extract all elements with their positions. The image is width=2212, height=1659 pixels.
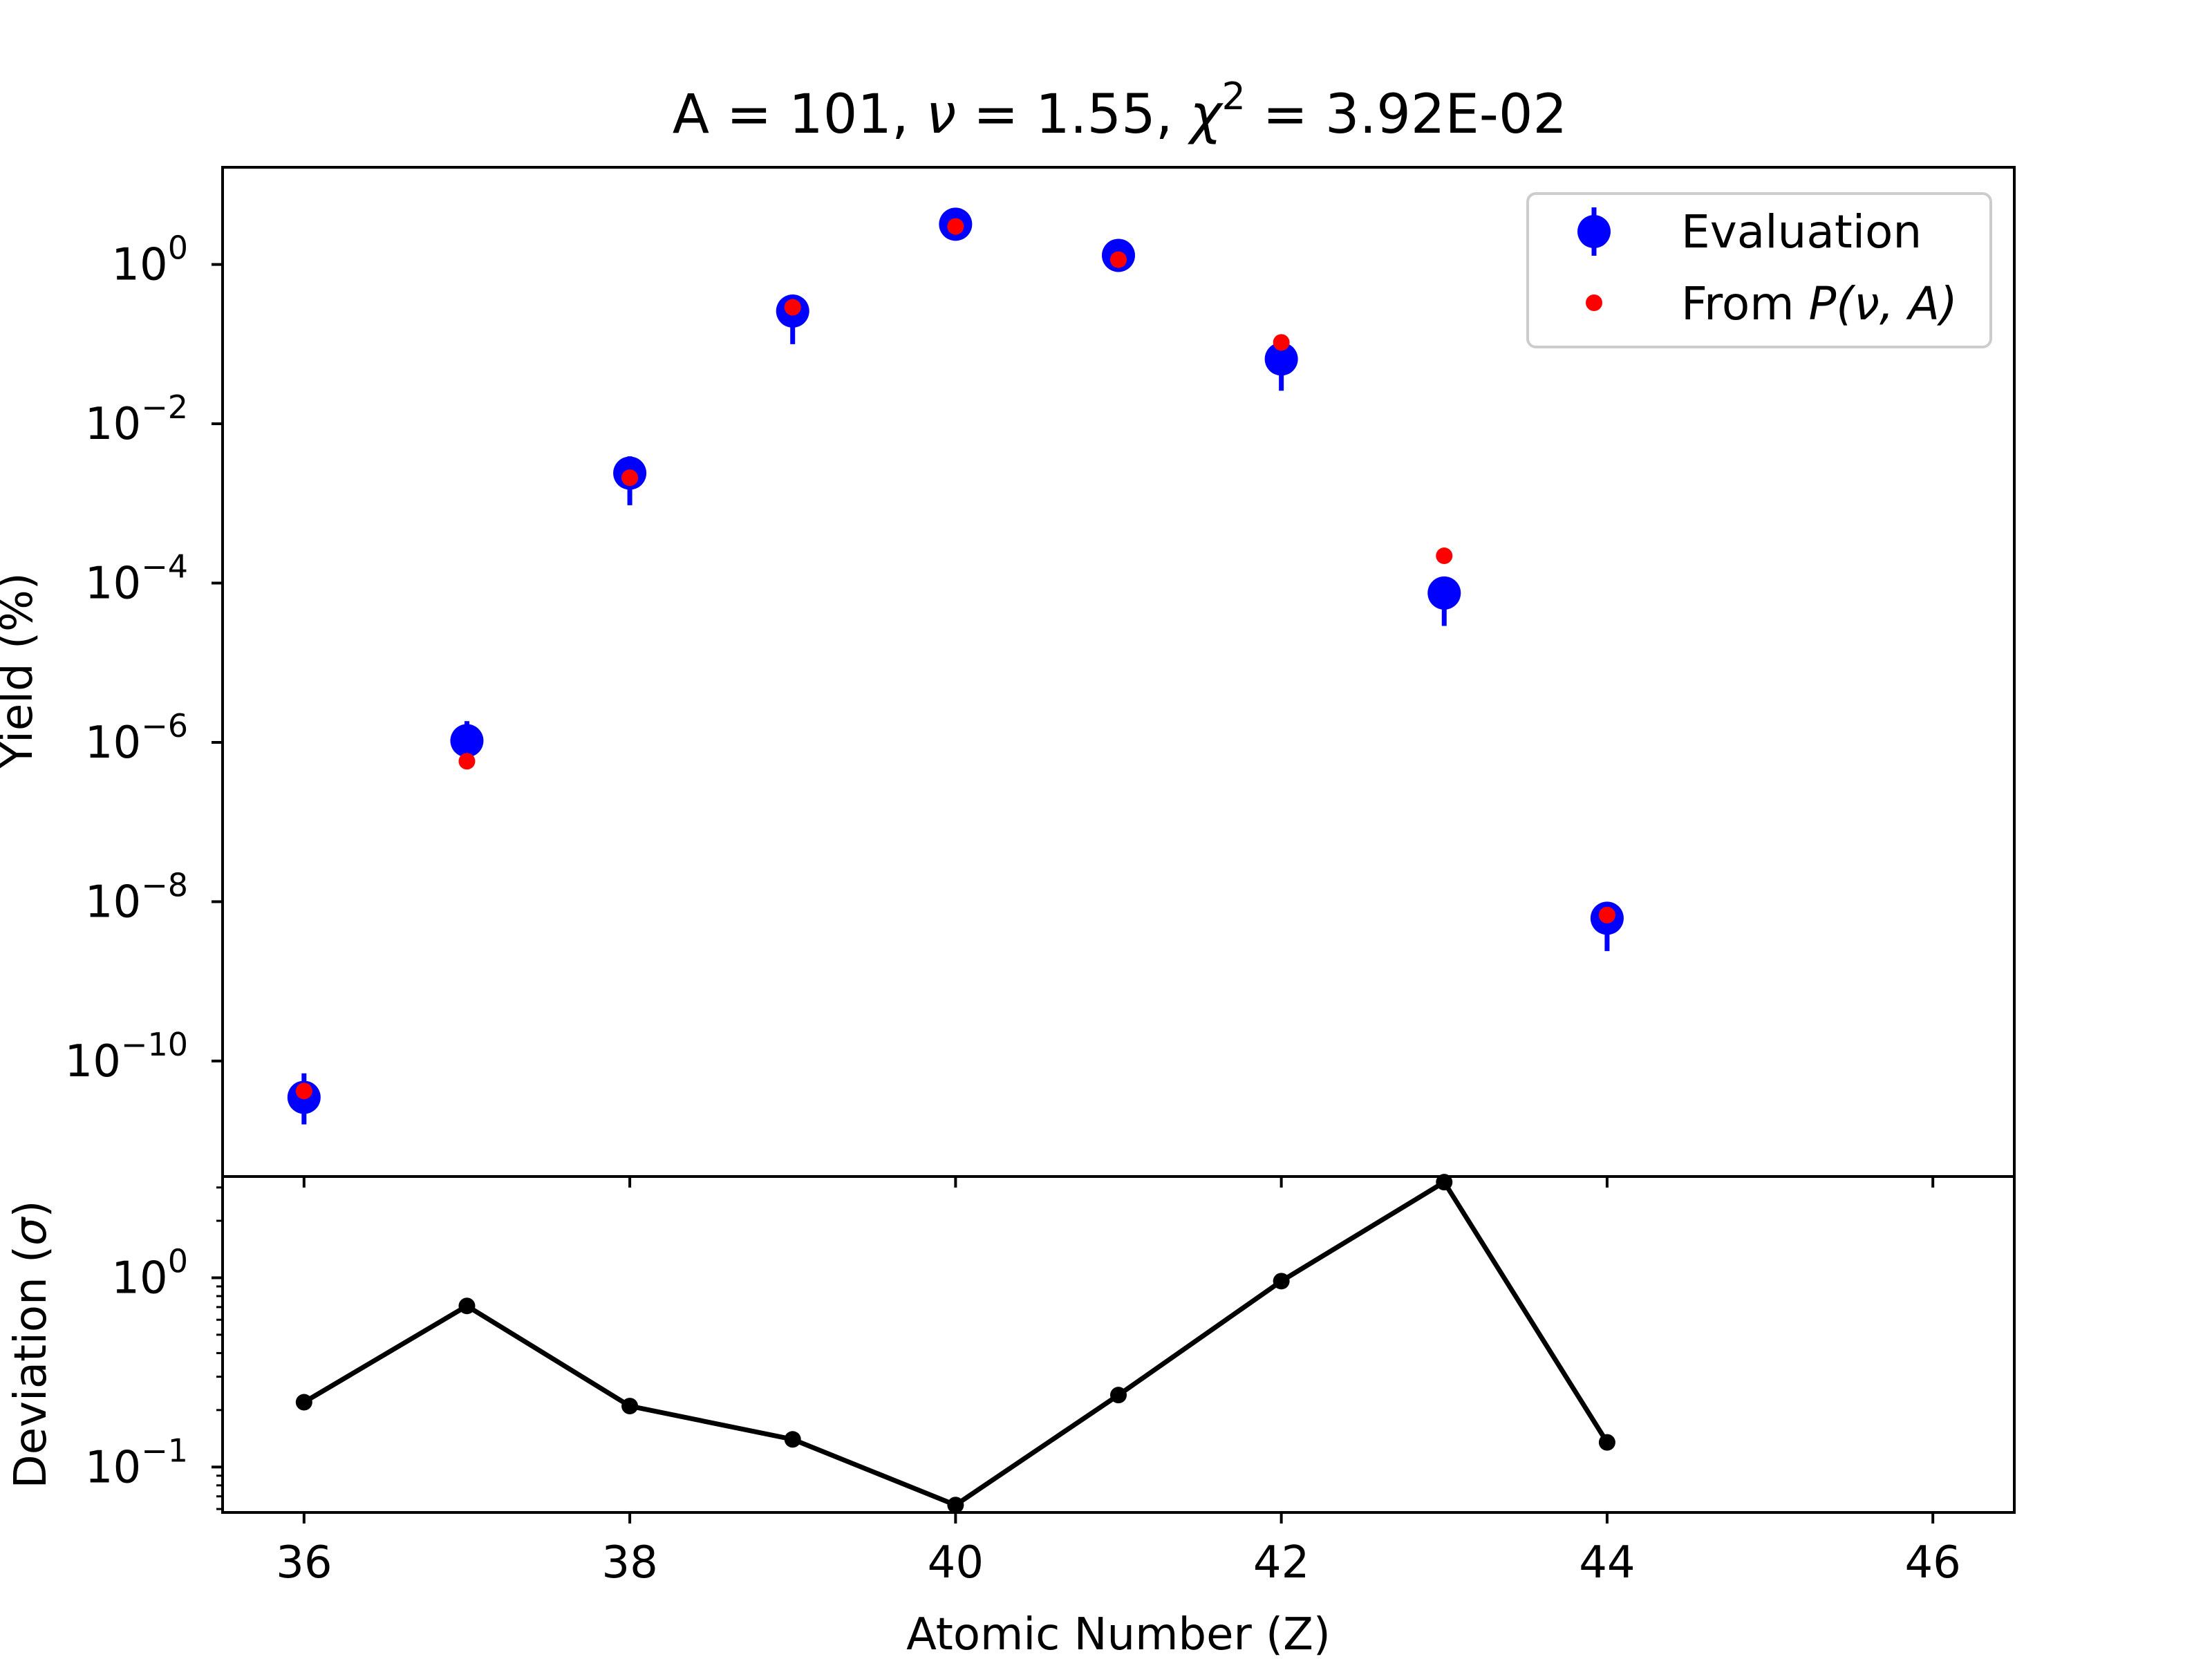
deviation-point bbox=[621, 1398, 639, 1415]
deviation-point bbox=[1273, 1273, 1290, 1290]
model-point bbox=[1273, 334, 1290, 351]
deviation-plot-frame bbox=[221, 1175, 2016, 1514]
model-point bbox=[1598, 906, 1615, 924]
deviation-point bbox=[295, 1394, 312, 1411]
model-point bbox=[1110, 251, 1127, 268]
deviation-x-axis: 36 38 40 42 44 46 bbox=[276, 1512, 1961, 1588]
yield-y-tick-label: 10−4 bbox=[85, 548, 188, 610]
deviation-point bbox=[1598, 1434, 1615, 1451]
deviation-y-tick-label: 10−1 bbox=[85, 1432, 188, 1493]
model-point bbox=[295, 1082, 312, 1100]
x-axis-label: Atomic Number (Z) bbox=[906, 1609, 1331, 1659]
legend-model-label: From P(ν, A) bbox=[1681, 277, 1958, 330]
legend-box bbox=[1526, 192, 1992, 348]
model-point bbox=[458, 753, 476, 770]
deviation-y-axis: 100 10−1 bbox=[85, 1186, 223, 1510]
evaluation-point bbox=[450, 724, 484, 758]
model-point bbox=[947, 218, 964, 235]
yield-y-tick-label: 10−6 bbox=[85, 707, 188, 769]
yield-axis-label: Yield (%) bbox=[0, 572, 43, 769]
evaluation-point bbox=[1427, 576, 1461, 610]
legend-evaluation-label: Evaluation bbox=[1681, 205, 1922, 259]
model-point bbox=[1436, 547, 1453, 565]
yield-y-tick-label: 100 bbox=[111, 229, 188, 291]
legend-evaluation-swatch bbox=[1577, 207, 1611, 256]
legend: Evaluation From P(ν, A) bbox=[1526, 192, 1992, 348]
yield-panel: 100 10−2 10−4 10−6 10−8 10−10 Yield (%) Evalu… bbox=[0, 166, 2016, 1188]
x-tick-label: 40 bbox=[928, 1537, 984, 1588]
yield-y-tick-label: 10−10 bbox=[64, 1026, 188, 1087]
deviation-axis-label: Deviation (σ) bbox=[6, 1201, 57, 1489]
x-tick-label: 38 bbox=[601, 1537, 657, 1588]
deviation-point bbox=[458, 1297, 476, 1315]
yield-x-tick-marks bbox=[302, 1177, 1935, 1188]
chart-title: A = 101, ν = 1.55, χ2 = 3.92E-02 bbox=[673, 75, 1567, 146]
x-tick-label: 44 bbox=[1579, 1537, 1635, 1588]
model-point bbox=[621, 469, 639, 487]
yield-y-axis: 100 10−2 10−4 10−6 10−8 10−10 bbox=[64, 229, 223, 1087]
yield-y-tick-label: 10−8 bbox=[85, 866, 188, 928]
deviation-point bbox=[947, 1497, 964, 1514]
evaluation-point bbox=[1264, 342, 1298, 376]
x-tick-label: 42 bbox=[1253, 1537, 1309, 1588]
deviation-point bbox=[784, 1431, 801, 1448]
x-tick-label: 46 bbox=[1904, 1537, 1960, 1588]
deviation-point bbox=[1436, 1174, 1453, 1191]
yield-data-marks bbox=[287, 207, 1624, 1125]
deviation-panel: 100 10−1 36 38 40 42 44 46 Deviation (σ) Atomi… bbox=[6, 1174, 2016, 1659]
model-point bbox=[784, 299, 801, 316]
deviation-data-marks bbox=[295, 1174, 1615, 1514]
legend-model-swatch bbox=[1586, 294, 1602, 311]
deviation-y-tick-label: 100 bbox=[111, 1242, 188, 1304]
yield-y-tick-label: 10−2 bbox=[85, 388, 188, 450]
deviation-point bbox=[1110, 1387, 1127, 1404]
x-tick-label: 36 bbox=[276, 1537, 332, 1588]
